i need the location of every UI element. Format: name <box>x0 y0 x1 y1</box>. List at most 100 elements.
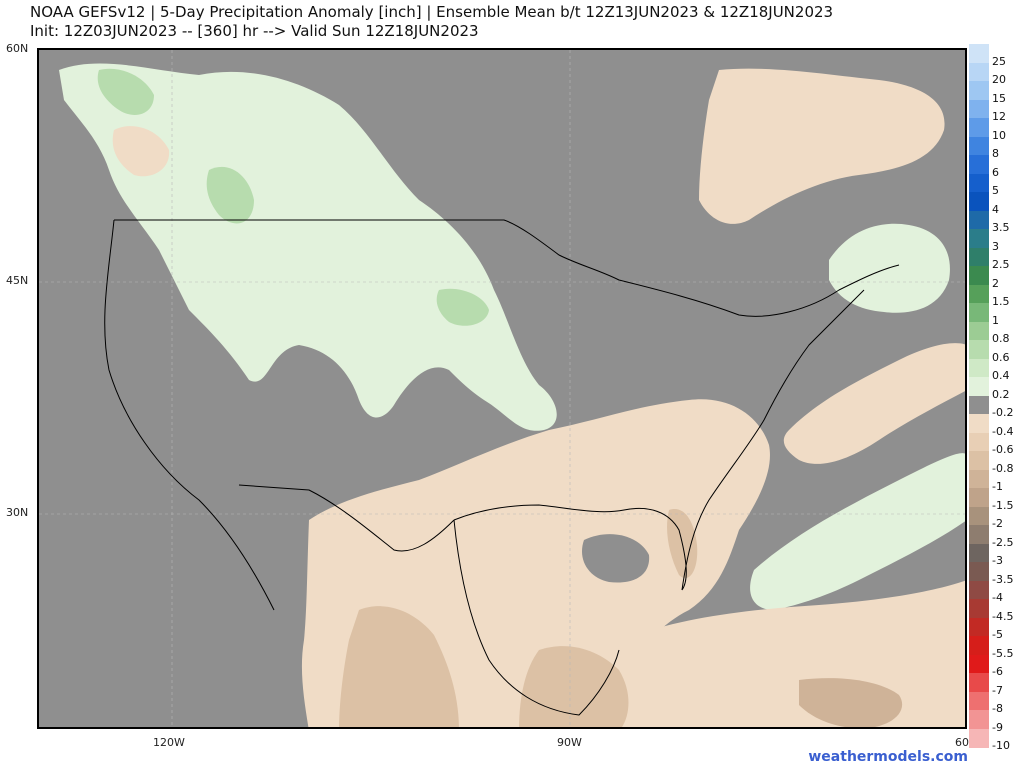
legend-label: 15 <box>992 91 1006 105</box>
legend-label: -10 <box>992 739 1010 752</box>
legend-label: -8 <box>992 702 1003 715</box>
chart-title-line-2: Init: 12Z03JUN2023 -- [360] hr --> Valid… <box>30 22 479 40</box>
east-coast <box>681 289 865 591</box>
legend-swatch <box>969 284 989 304</box>
west-coast <box>104 219 275 611</box>
legend-swatch <box>969 728 989 748</box>
legend-label: 2.5 <box>992 258 1010 271</box>
legend-label: -9 <box>992 720 1003 734</box>
neutral-region-gulf <box>581 534 650 583</box>
legend-label: 1.5 <box>992 295 1010 308</box>
dry-region-quebec <box>699 68 945 224</box>
gulf-coast <box>453 504 687 591</box>
legend-swatch <box>969 636 989 655</box>
legend-swatch <box>969 192 989 211</box>
legend-label: 8 <box>992 147 999 160</box>
legend-label: 0.2 <box>992 387 1010 401</box>
legend-label: 20 <box>992 73 1006 86</box>
legend-swatch <box>969 229 989 248</box>
legend-label: -1.5 <box>992 498 1014 512</box>
legend-label: 10 <box>992 128 1006 142</box>
legend-label: 0.8 <box>992 332 1010 345</box>
legend-swatch <box>969 247 989 267</box>
legend-label: -5.5 <box>992 646 1014 660</box>
legend-swatch <box>969 266 989 285</box>
legend-swatch <box>969 155 989 174</box>
credit-text: weathermodels.com <box>808 749 968 765</box>
legend-label: -0.2 <box>992 406 1014 419</box>
legend-label: 25 <box>992 54 1006 68</box>
legend-swatch <box>969 432 989 452</box>
dry-anomaly-layer <box>112 68 965 727</box>
legend-label: -4.5 <box>992 609 1014 623</box>
legend-swatch <box>969 691 989 711</box>
legend-label: 4 <box>992 202 999 216</box>
legend-label: -0.8 <box>992 461 1014 475</box>
wet-mid-northwest <box>97 68 154 115</box>
wet-mid-alberta <box>206 166 254 224</box>
legend-label: 5 <box>992 184 999 197</box>
legend-swatch <box>969 340 989 359</box>
neutral-anomaly-layer <box>581 534 650 583</box>
legend-swatch <box>969 580 989 600</box>
legend-label: -0.6 <box>992 443 1014 456</box>
legend-label: 6 <box>992 165 999 179</box>
legend-swatch <box>969 395 989 415</box>
legend-swatch <box>969 599 989 618</box>
wet-mid-dakotas <box>436 288 489 326</box>
legend-label: -1 <box>992 480 1003 493</box>
legend-swatch <box>969 543 989 563</box>
legend-label: 3.5 <box>992 221 1010 234</box>
lon-label-120w: 120W <box>153 736 185 749</box>
legend-swatch <box>969 377 989 396</box>
legend-label: -5 <box>992 628 1003 641</box>
legend-swatch <box>969 173 989 193</box>
legend-label: 0.4 <box>992 369 1010 382</box>
wet-region-northern-plains <box>59 63 557 431</box>
us-canada-border <box>114 219 900 317</box>
legend-label: -6 <box>992 665 1003 678</box>
dry-mid-mexico <box>339 606 459 727</box>
legend-label: -3 <box>992 554 1003 567</box>
legend-swatch <box>969 414 989 433</box>
graticule <box>39 50 965 727</box>
legend-swatch <box>969 358 989 378</box>
legend-label: 12 <box>992 110 1006 123</box>
legend-swatch <box>969 136 989 156</box>
legend-label: -0.4 <box>992 424 1014 438</box>
legend-swatch <box>969 451 989 470</box>
map-panel <box>37 48 967 729</box>
legend-swatch <box>969 303 989 322</box>
legend-label: 3 <box>992 239 999 253</box>
legend-swatch <box>969 488 989 507</box>
legend-swatch <box>969 81 989 100</box>
legend-label: -2 <box>992 517 1003 530</box>
legend-label: -4 <box>992 591 1003 604</box>
lat-label-60n: 60N <box>6 42 29 55</box>
legend-swatch <box>969 44 989 63</box>
legend-swatch <box>969 210 989 230</box>
legend-swatch <box>969 118 989 137</box>
legend-label: 1 <box>992 313 999 327</box>
legend-swatch <box>969 469 989 489</box>
political-borders <box>104 219 900 716</box>
legend-swatch <box>969 562 989 581</box>
lon-label-90w: 90W <box>557 736 582 749</box>
legend-label: 2 <box>992 276 999 290</box>
legend-swatch <box>969 321 989 341</box>
legend-swatch <box>969 710 989 729</box>
us-mexico-border <box>238 484 455 552</box>
precip-anomaly-map <box>39 50 965 727</box>
legend-label: -2.5 <box>992 535 1014 549</box>
chart-title-line-1: NOAA GEFSv12 | 5-Day Precipitation Anoma… <box>30 3 834 21</box>
lat-label-45n: 45N <box>6 274 29 287</box>
dry-darker-hispaniola <box>799 678 903 727</box>
legend-label: 0.6 <box>992 350 1010 364</box>
dry-region-west-atlantic <box>783 343 965 464</box>
legend-label: -7 <box>992 683 1003 697</box>
legend-swatch <box>969 506 989 526</box>
legend-swatch <box>969 62 989 82</box>
legend-swatch <box>969 525 989 544</box>
legend-swatch <box>969 654 989 674</box>
legend-label: -3.5 <box>992 572 1014 586</box>
